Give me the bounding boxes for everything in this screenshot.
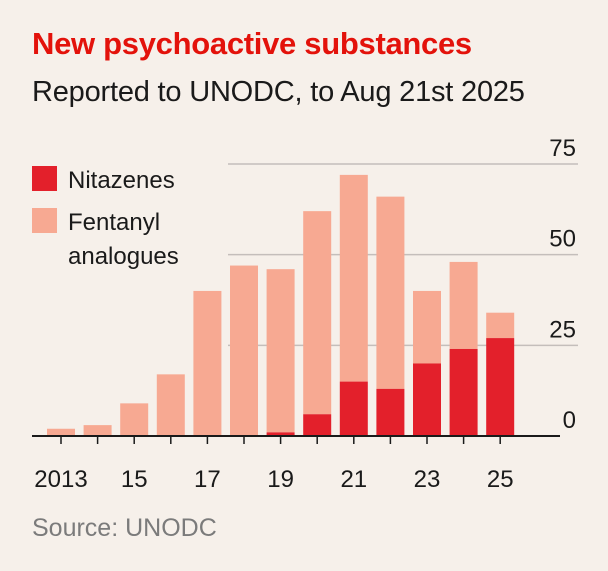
legend-label-1-0: Fentanyl [68, 209, 160, 236]
bar-nitazenes-2024 [449, 348, 478, 436]
x-tick-label-2019: 19 [267, 466, 294, 493]
y-tick-label-25: 25 [549, 316, 576, 343]
x-tick-label-2025: 25 [487, 466, 514, 493]
x-tick-label-2021: 21 [340, 466, 367, 493]
bar-fentanyl-2021 [339, 174, 368, 382]
y-tick-label-0: 0 [563, 407, 576, 434]
x-tick-label-2023: 23 [414, 466, 441, 493]
legend-swatch-0 [32, 166, 57, 191]
bar-nitazenes-2025 [486, 338, 515, 436]
bar-fentanyl-2016 [156, 374, 185, 436]
bar-nitazenes-2019 [266, 432, 295, 436]
x-tick-label-2015: 15 [121, 466, 148, 493]
bar-nitazenes-2023 [413, 363, 441, 436]
legend: Nitazenes Fentanyl analogues [32, 166, 179, 270]
bar-fentanyl-2014 [83, 425, 112, 436]
bar-fentanyl-2013 [47, 428, 75, 436]
bars [32, 174, 560, 444]
legend-label-0-0: Nitazenes [68, 167, 175, 194]
y-tick-label-50: 50 [549, 226, 576, 253]
bar-nitazenes-2020 [303, 414, 332, 436]
y-tick-labels: 0 25 50 75 [549, 135, 576, 434]
bar-nitazenes-2021 [339, 381, 368, 436]
bar-fentanyl-2018 [230, 265, 258, 436]
bar-fentanyl-2025 [486, 312, 515, 339]
source-note: Source: UNODC [32, 514, 217, 542]
x-tick-label-2017: 17 [194, 466, 221, 493]
bar-fentanyl-2019 [266, 269, 295, 433]
bar-fentanyl-2022 [376, 196, 405, 389]
bar-nitazenes-2022 [376, 388, 405, 436]
y-tick-label-75: 75 [549, 135, 576, 162]
chart-subtitle: Reported to UNODC, to Aug 21st 2025 [32, 76, 525, 108]
x-tick-labels: 2013 15 17 19 21 23 25 [34, 466, 513, 493]
x-tick-label-2013: 2013 [34, 466, 87, 493]
bar-fentanyl-2017 [193, 290, 222, 436]
legend-swatch-1 [32, 208, 57, 233]
bar-fentanyl-2020 [303, 211, 332, 415]
bar-fentanyl-2015 [120, 403, 149, 436]
legend-label-1-1: analogues [68, 243, 179, 270]
chart-title: New psychoactive substances [32, 26, 472, 61]
bar-fentanyl-2024 [449, 261, 478, 349]
bar-fentanyl-2023 [413, 290, 441, 364]
